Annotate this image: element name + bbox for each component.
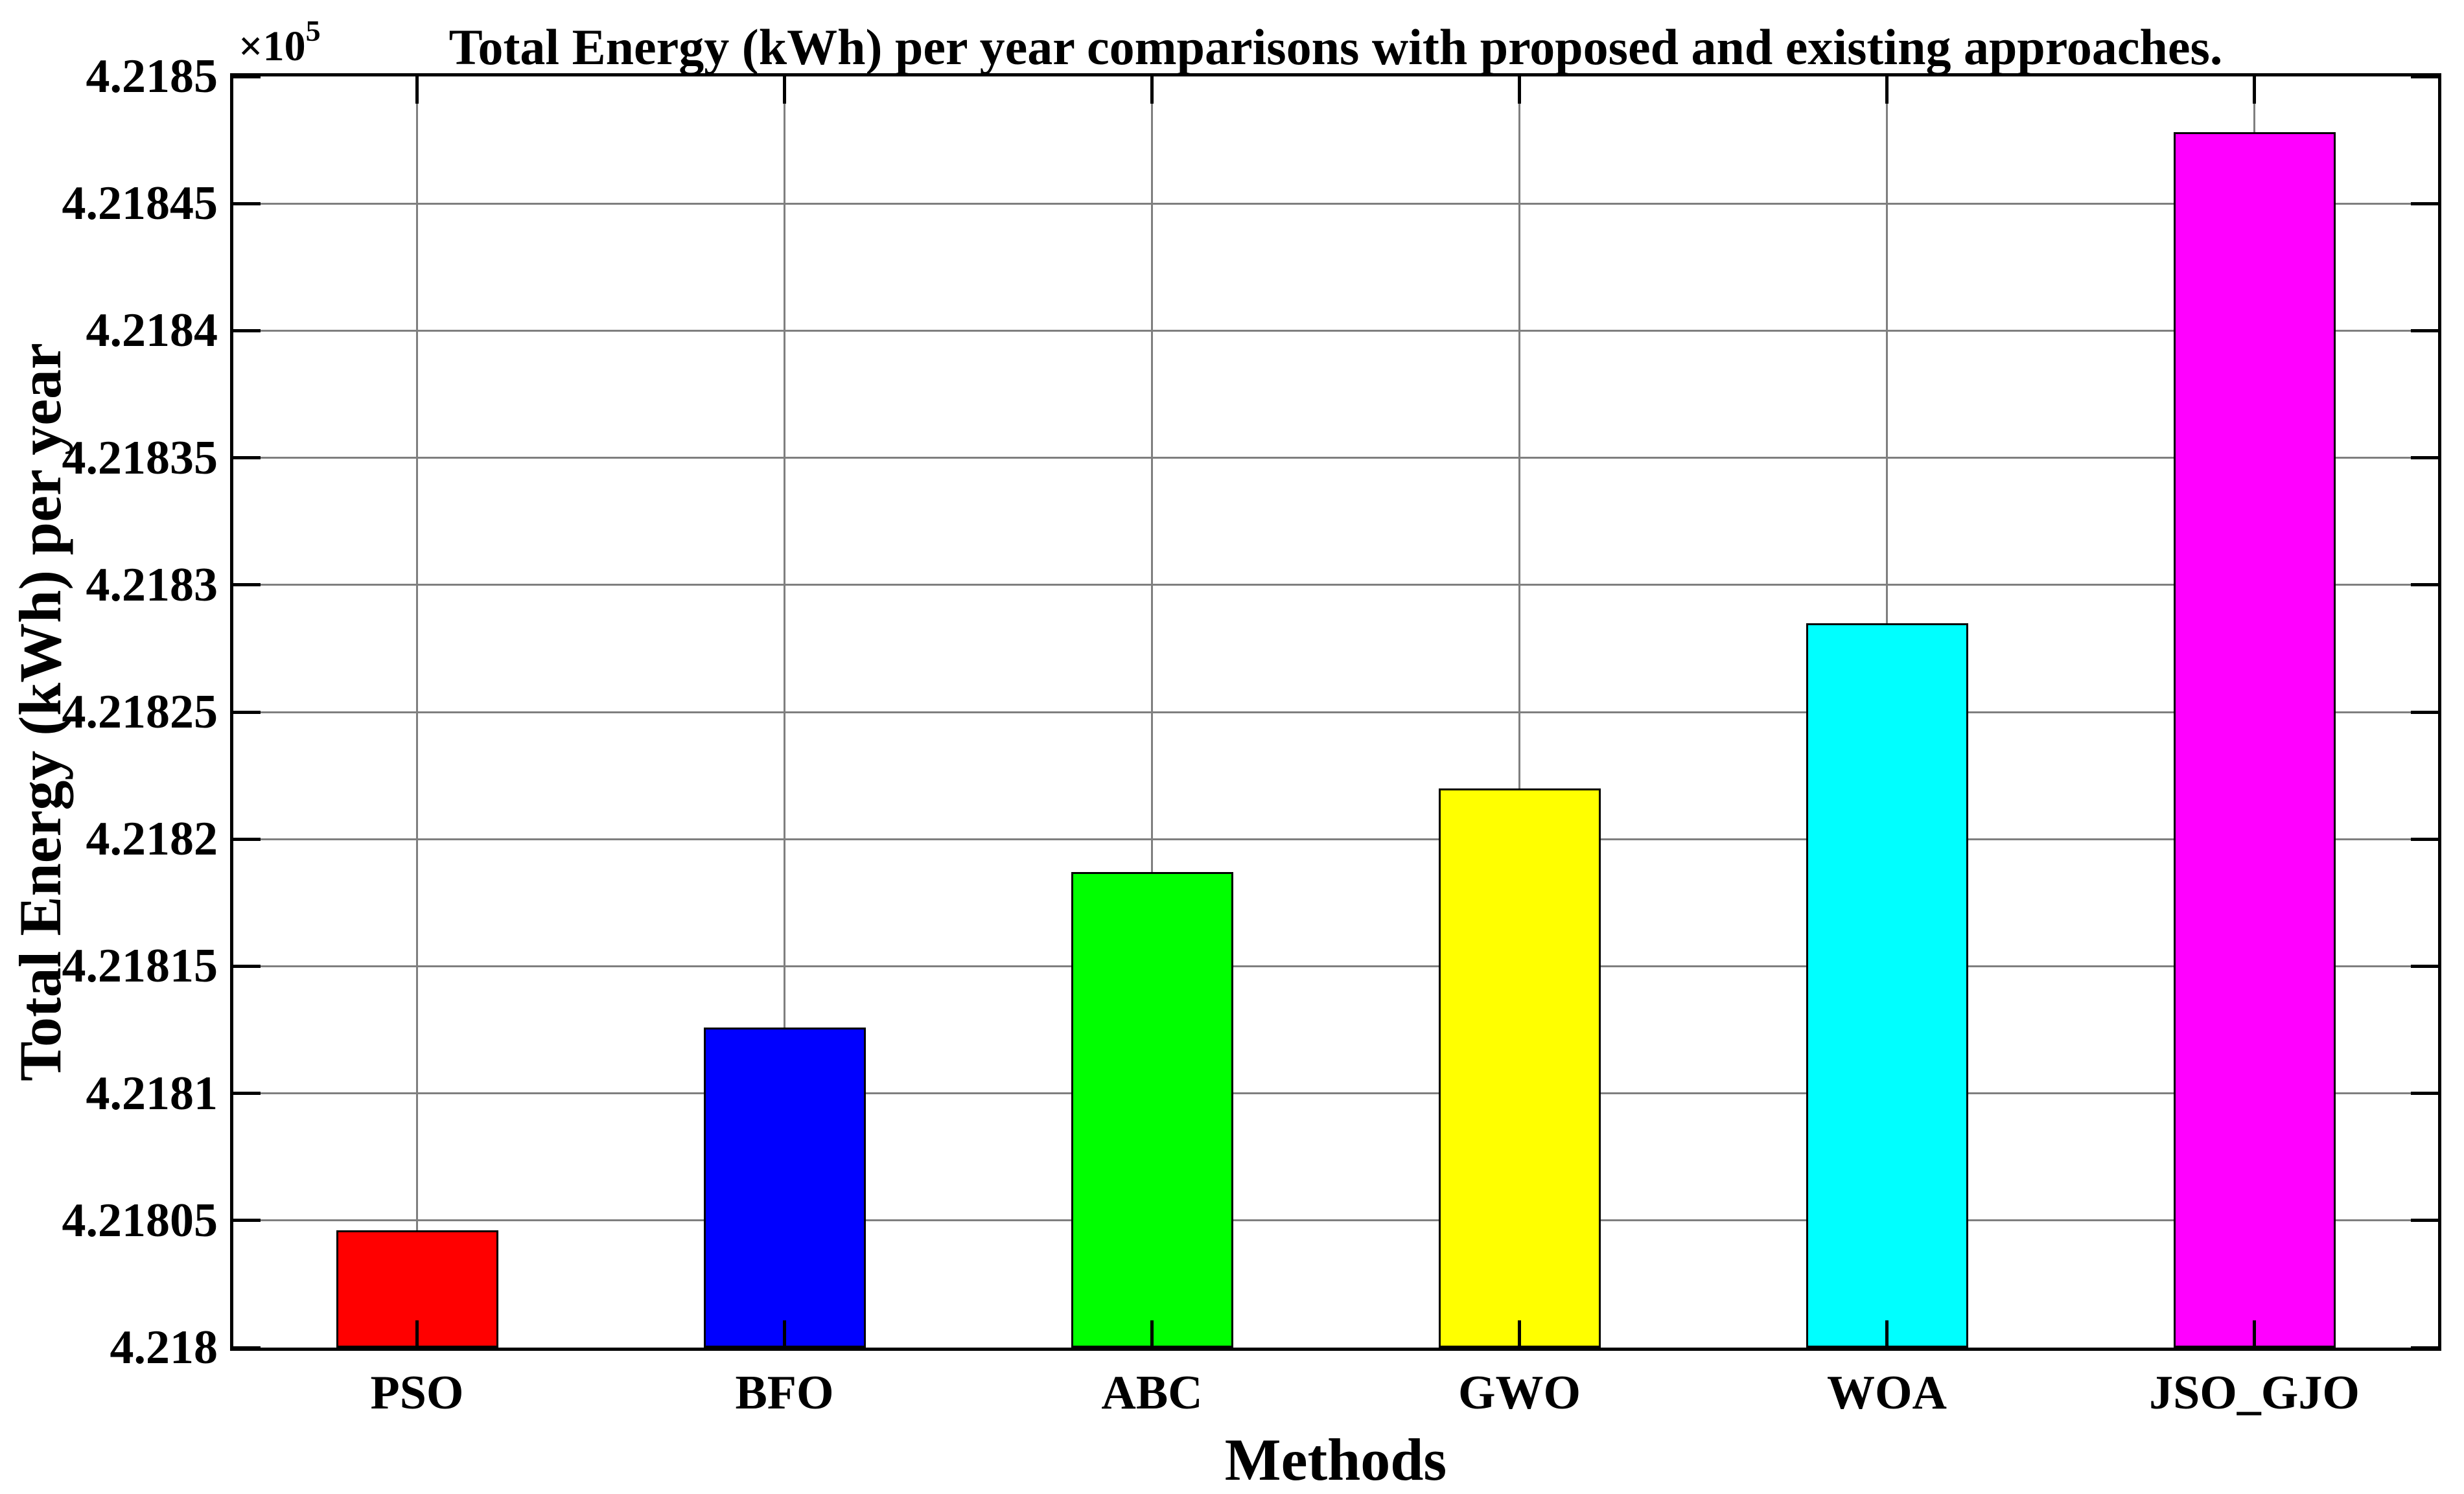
y-gridline [233,711,2438,713]
x-axis-tick-bottom [2253,1320,2256,1348]
x-axis-tick-top [1518,76,1521,104]
bar-jso_gjo [2174,132,2336,1348]
y-axis-multiplier-base: ×10 [238,23,306,70]
x-tick-label-jso_gjo: JSO_GJO [2149,1364,2360,1422]
x-tick-label-gwo: GWO [1458,1364,1581,1422]
x-axis-tick-top [2253,76,2256,104]
y-tick-label: 4.21805 [0,1191,218,1250]
y-gridline [233,1092,2438,1094]
y-axis-label: Total Energy (kWh) per year [6,343,75,1081]
y-axis-tick-right [2411,1346,2438,1350]
y-axis-tick-right [2411,1219,2438,1222]
y-tick-label: 4.2185 [0,47,218,106]
x-tick-label-abc: ABC [1101,1364,1202,1422]
y-axis-tick-left [233,75,261,78]
y-gridline [233,203,2438,205]
y-axis-tick-left [233,1219,261,1222]
x-axis-tick-bottom [415,1320,419,1348]
bar-abc [1071,872,1233,1348]
y-axis-tick-right [2411,583,2438,586]
x-tick-label-bfo: BFO [735,1364,833,1422]
chart-title: Total Energy (kWh) per year comparisons … [449,18,2223,76]
y-axis-tick-right [2411,202,2438,205]
y-axis-tick-left [233,1092,261,1095]
x-axis-tick-top [1150,76,1154,104]
y-axis-tick-right [2411,711,2438,714]
x-axis-tick-top [1885,76,1889,104]
y-tick-label: 4.218 [0,1318,218,1377]
y-axis-tick-right [2411,965,2438,968]
x-axis-tick-top [415,76,419,104]
y-gridline [233,965,2438,967]
y-tick-label: 4.21845 [0,174,218,233]
y-gridline [233,457,2438,459]
y-axis-tick-left [233,202,261,205]
y-axis-tick-left [233,711,261,714]
y-gridline [233,584,2438,586]
y-axis-tick-right [2411,1092,2438,1095]
y-axis-tick-left [233,329,261,332]
y-axis-tick-right [2411,329,2438,332]
y-axis-tick-left [233,965,261,968]
y-gridline [233,330,2438,332]
bar-gwo [1439,788,1601,1348]
x-tick-label-woa: WOA [1827,1364,1947,1422]
y-axis-tick-right [2411,838,2438,841]
x-gridline [416,76,418,1348]
x-axis-tick-bottom [1150,1320,1154,1348]
y-axis-tick-left [233,838,261,841]
y-gridline [233,1219,2438,1221]
bar-woa [1806,623,1968,1348]
bar-bfo [704,1028,866,1348]
y-axis-tick-left [233,456,261,459]
y-axis-tick-left [233,583,261,586]
y-axis-multiplier-exponent: 5 [306,14,321,47]
y-gridline [233,838,2438,840]
y-axis-multiplier: ×105 [238,22,321,71]
y-axis-tick-right [2411,456,2438,459]
x-axis-tick-top [783,76,786,104]
x-axis-tick-bottom [783,1320,786,1348]
x-axis-label: Methods [1225,1425,1447,1494]
y-axis-tick-left [233,1346,261,1350]
x-axis-tick-bottom [1885,1320,1889,1348]
y-axis-tick-right [2411,75,2438,78]
x-tick-label-pso: PSO [371,1364,464,1422]
x-axis-tick-bottom [1518,1320,1521,1348]
